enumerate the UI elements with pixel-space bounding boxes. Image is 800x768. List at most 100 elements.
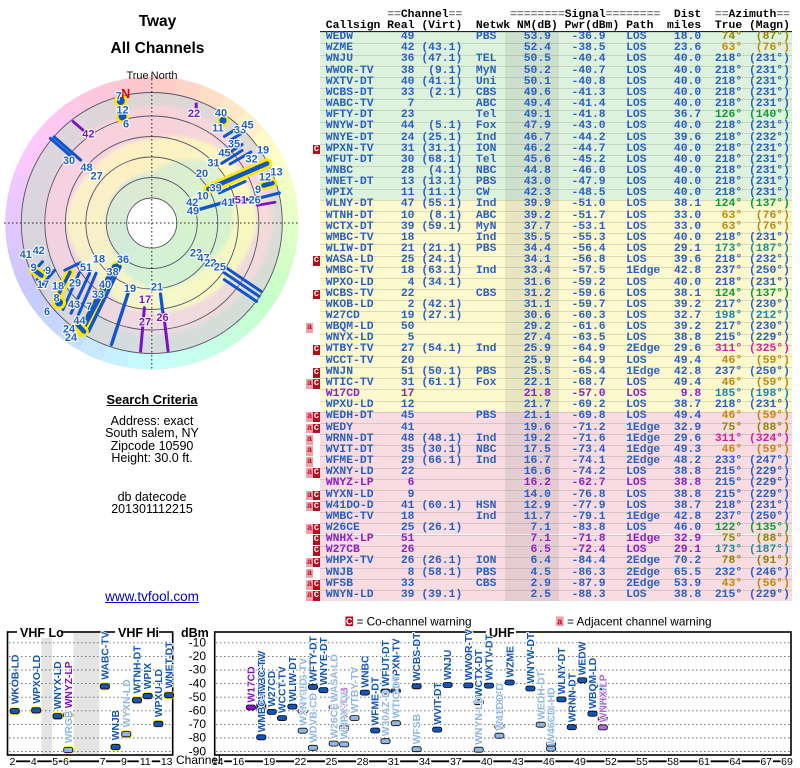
svg-text:W30AZ-D: W30AZ-D (381, 690, 392, 736)
svg-text:WPIX: WPIX (143, 663, 154, 689)
svg-text:VHF Lo: VHF Lo (20, 626, 64, 640)
svg-text:WDVB-CD: WDVB-CD (309, 693, 320, 743)
svg-text:W27CD: W27CD (267, 671, 278, 707)
svg-text:W26CE: W26CE (329, 703, 340, 739)
svg-text:WRNN-DT: WRNN-DT (567, 672, 578, 722)
svg-text:61: 61 (698, 756, 710, 768)
svg-text:W17CD: W17CD (247, 666, 258, 702)
svg-text:40: 40 (215, 108, 227, 120)
svg-text:23: 23 (190, 247, 202, 259)
svg-text:44: 44 (73, 315, 86, 327)
svg-text:12: 12 (259, 172, 271, 184)
svg-text:= Adjacent channel warning: = Adjacent channel warning (567, 615, 712, 629)
svg-text:49: 49 (187, 205, 199, 217)
svg-text:25: 25 (214, 262, 226, 274)
svg-text:-80: -80 (189, 731, 207, 745)
svg-text:43: 43 (68, 299, 80, 311)
svg-text:40: 40 (481, 756, 493, 768)
svg-text:WTBY-TV: WTBY-TV (350, 667, 361, 713)
svg-text:31: 31 (388, 756, 400, 768)
svg-text:WKOB-LD: WKOB-LD (10, 655, 21, 705)
svg-text:55: 55 (636, 756, 648, 768)
svg-text:19: 19 (257, 145, 269, 157)
svg-text:WFSB: WFSB (412, 714, 423, 744)
svg-text:WVIT-DT: WVIT-DT (433, 682, 444, 725)
svg-text:WABC-TV: WABC-TV (100, 631, 111, 679)
svg-text:64: 64 (729, 756, 741, 768)
svg-text:WNJN: WNJN (598, 683, 609, 713)
svg-text:17: 17 (37, 279, 49, 291)
svg-text:2: 2 (9, 756, 15, 768)
svg-text:WMUN-HD: WMUN-HD (547, 687, 558, 738)
svg-text:49: 49 (574, 756, 586, 768)
svg-text:WPXO-LD: WPXO-LD (32, 655, 43, 704)
svg-text:24: 24 (65, 332, 78, 344)
svg-text:52: 52 (605, 756, 617, 768)
svg-text:7: 7 (100, 756, 106, 768)
svg-text:9: 9 (30, 262, 36, 274)
svg-text:WPXU-LD: WPXU-LD (154, 669, 165, 717)
svg-text:42: 42 (186, 197, 198, 209)
svg-text:WNYE-DT: WNYE-DT (319, 636, 330, 685)
svg-text:WFTY-DT: WFTY-DT (309, 635, 320, 681)
svg-text:WLNY-DT: WLNY-DT (557, 647, 568, 695)
svg-text:34: 34 (419, 756, 431, 768)
svg-text:WMBC-TV: WMBC-TV (257, 653, 268, 703)
svg-text:20: 20 (196, 168, 208, 180)
svg-text:33: 33 (234, 125, 246, 137)
svg-text:22: 22 (188, 108, 200, 120)
svg-text:25: 25 (326, 756, 338, 768)
svg-text:43: 43 (512, 756, 524, 768)
svg-text:WRGB: WRGB (64, 711, 75, 744)
svg-text:a: a (557, 617, 563, 627)
svg-text:33: 33 (92, 289, 104, 301)
svg-text:WNHX-LP: WNHX-LP (598, 674, 609, 722)
svg-text:28: 28 (357, 756, 369, 768)
svg-text:WXTV-DT: WXTV-DT (485, 634, 496, 681)
svg-text:29: 29 (69, 278, 81, 290)
svg-text:WBQM-LD: WBQM-LD (588, 658, 599, 709)
svg-text:10: 10 (197, 191, 209, 203)
svg-text:-60: -60 (189, 704, 207, 718)
svg-text:-40: -40 (189, 676, 207, 690)
svg-text:= Co-channel warning: = Co-channel warning (357, 615, 472, 629)
svg-text:21: 21 (151, 282, 163, 294)
svg-text:WEDY: WEDY (495, 691, 506, 722)
svg-text:WCBS-TV: WCBS-TV (298, 658, 309, 706)
svg-text:WMBC-TV: WMBC-TV (257, 650, 268, 700)
svg-text:WNET-DT: WNET-DT (165, 641, 176, 689)
svg-text:6: 6 (63, 756, 69, 768)
svg-text:WLIW-DT: WLIW-DT (288, 655, 299, 701)
svg-text:41: 41 (221, 197, 233, 209)
svg-text:WFME-DT: WFME-DT (371, 676, 382, 725)
svg-text:38: 38 (106, 267, 118, 279)
svg-text:11: 11 (212, 123, 224, 135)
svg-text:36: 36 (117, 254, 129, 266)
svg-text:UHF: UHF (489, 626, 515, 640)
svg-text:-50: -50 (189, 690, 207, 704)
svg-text:WNYX-LD: WNYX-LD (53, 661, 64, 709)
svg-text:C: C (346, 617, 353, 627)
svg-text:WNBC: WNBC (360, 655, 371, 688)
svg-text:9: 9 (255, 184, 261, 196)
svg-text:19: 19 (264, 756, 276, 768)
svg-text:27: 27 (139, 317, 151, 329)
svg-text:41: 41 (20, 249, 32, 261)
svg-text:45: 45 (218, 148, 230, 160)
svg-text:16: 16 (233, 756, 245, 768)
svg-text:-70: -70 (189, 717, 207, 731)
svg-text:40: 40 (99, 279, 111, 291)
svg-text:WXNY-LD: WXNY-LD (298, 678, 309, 725)
svg-text:27: 27 (90, 171, 102, 183)
svg-text:42: 42 (33, 245, 45, 257)
svg-text:WTIC-DT: WTIC-DT (391, 674, 402, 718)
svg-text:6: 6 (44, 306, 50, 318)
svg-text:8: 8 (53, 293, 59, 305)
svg-text:51: 51 (80, 262, 92, 274)
svg-text:22: 22 (295, 756, 307, 768)
svg-text:45: 45 (241, 120, 253, 132)
svg-text:26: 26 (249, 195, 261, 207)
svg-text:-20: -20 (189, 649, 207, 663)
svg-text:7: 7 (86, 301, 92, 313)
svg-text:35: 35 (228, 139, 240, 151)
